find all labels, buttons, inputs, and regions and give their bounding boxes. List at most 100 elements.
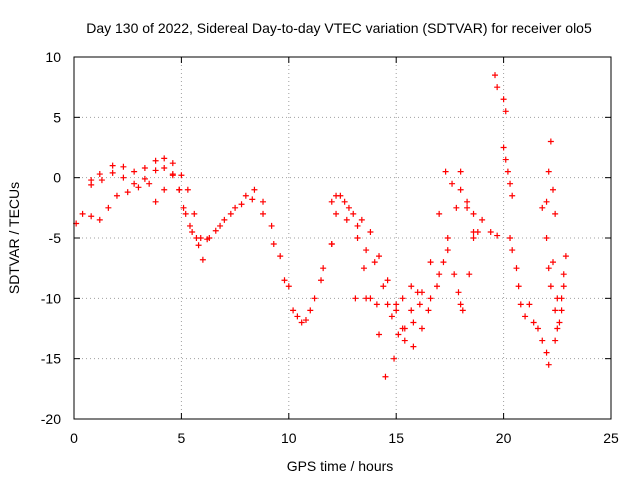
series-track-e xyxy=(328,168,477,344)
data-point-marker xyxy=(552,307,559,314)
data-point-marker xyxy=(427,259,434,266)
data-point-marker xyxy=(500,144,507,151)
data-point-marker xyxy=(354,235,361,241)
data-point-marker xyxy=(451,271,458,278)
y-tick-label: -20 xyxy=(41,411,61,427)
data-point-marker xyxy=(161,186,168,193)
data-point-marker xyxy=(479,216,486,223)
data-point-marker xyxy=(109,162,116,169)
data-point-marker xyxy=(487,228,494,235)
data-point-marker xyxy=(556,319,563,326)
data-point-marker xyxy=(507,235,514,241)
data-point-marker xyxy=(318,277,325,284)
data-point-marker xyxy=(120,174,127,181)
data-point-marker xyxy=(444,247,451,254)
data-point-marker xyxy=(249,196,256,203)
data-point-marker xyxy=(494,232,501,239)
data-point-marker xyxy=(410,319,417,326)
data-point-marker xyxy=(285,283,292,290)
data-point-marker xyxy=(440,259,447,266)
series-track-d xyxy=(333,186,501,350)
data-point-marker xyxy=(109,169,116,176)
data-point-marker xyxy=(504,168,511,175)
data-point-marker xyxy=(260,210,267,217)
data-point-marker xyxy=(507,180,514,187)
data-point-marker xyxy=(195,242,202,249)
data-point-marker xyxy=(345,204,352,211)
data-point-marker xyxy=(152,198,159,205)
data-point-marker xyxy=(343,216,350,223)
data-point-marker xyxy=(152,157,159,164)
y-tick-label: -15 xyxy=(41,351,61,367)
x-tick-label: 5 xyxy=(178,430,186,446)
data-point-marker xyxy=(554,325,561,332)
data-point-marker xyxy=(376,253,383,260)
data-point-marker xyxy=(212,227,219,234)
data-point-marker xyxy=(238,201,245,208)
data-point-marker xyxy=(206,235,213,241)
data-point-marker xyxy=(427,295,434,302)
data-point-marker xyxy=(393,307,400,314)
data-point-marker xyxy=(543,198,550,205)
data-point-marker xyxy=(161,165,168,172)
x-tick-label: 10 xyxy=(281,430,297,446)
data-point-marker xyxy=(290,307,297,314)
data-point-marker xyxy=(217,222,224,229)
data-point-marker xyxy=(408,283,415,290)
data-point-marker xyxy=(382,373,389,380)
data-point-marker xyxy=(302,317,309,324)
data-point-marker xyxy=(552,337,559,344)
data-point-marker xyxy=(494,84,501,91)
y-tick-label: 0 xyxy=(53,170,61,186)
series-track-f xyxy=(333,210,447,380)
data-point-marker xyxy=(509,192,516,199)
data-point-marker xyxy=(414,289,421,296)
series-track-l xyxy=(543,235,567,344)
data-point-marker xyxy=(384,301,391,308)
data-point-marker xyxy=(232,204,239,211)
data-point-marker xyxy=(146,180,153,187)
chart-title: Day 130 of 2022, Sidereal Day-to-day VTE… xyxy=(86,20,592,36)
series-track-c xyxy=(73,172,200,241)
data-point-marker xyxy=(550,259,557,266)
data-point-marker xyxy=(436,271,443,278)
data-point-marker xyxy=(105,204,112,211)
data-point-marker xyxy=(466,271,473,278)
data-point-marker xyxy=(360,265,367,272)
y-tick-label: -10 xyxy=(41,290,61,306)
data-point-marker xyxy=(449,180,456,187)
data-point-marker xyxy=(373,301,380,308)
data-point-marker xyxy=(363,295,370,302)
data-point-marker xyxy=(135,184,142,191)
data-point-marker xyxy=(191,210,198,217)
data-point-marker xyxy=(352,295,359,302)
data-point-marker xyxy=(416,301,423,308)
data-point-marker xyxy=(388,313,395,320)
data-point-marker xyxy=(96,171,103,178)
data-point-marker xyxy=(434,283,441,290)
data-marks xyxy=(73,72,569,380)
data-point-marker xyxy=(354,222,361,229)
data-point-marker xyxy=(88,181,95,188)
data-point-marker xyxy=(169,172,176,179)
data-point-marker xyxy=(176,186,183,193)
data-point-marker xyxy=(470,210,477,217)
data-point-marker xyxy=(169,160,176,167)
data-point-marker xyxy=(131,168,138,175)
data-point-marker xyxy=(457,301,464,308)
data-point-marker xyxy=(545,361,552,368)
data-point-marker xyxy=(517,301,524,308)
data-point-marker xyxy=(515,283,522,290)
x-tick-label: 25 xyxy=(603,430,619,446)
data-point-marker xyxy=(539,204,546,211)
data-point-marker xyxy=(333,210,340,217)
data-point-marker xyxy=(547,283,554,290)
data-point-marker xyxy=(444,235,451,241)
data-point-marker xyxy=(545,168,552,175)
series-track-j xyxy=(507,235,552,368)
grid-lines xyxy=(74,57,611,419)
data-point-marker xyxy=(502,108,509,115)
data-point-marker xyxy=(350,210,357,217)
y-tick-label: -5 xyxy=(49,230,62,246)
